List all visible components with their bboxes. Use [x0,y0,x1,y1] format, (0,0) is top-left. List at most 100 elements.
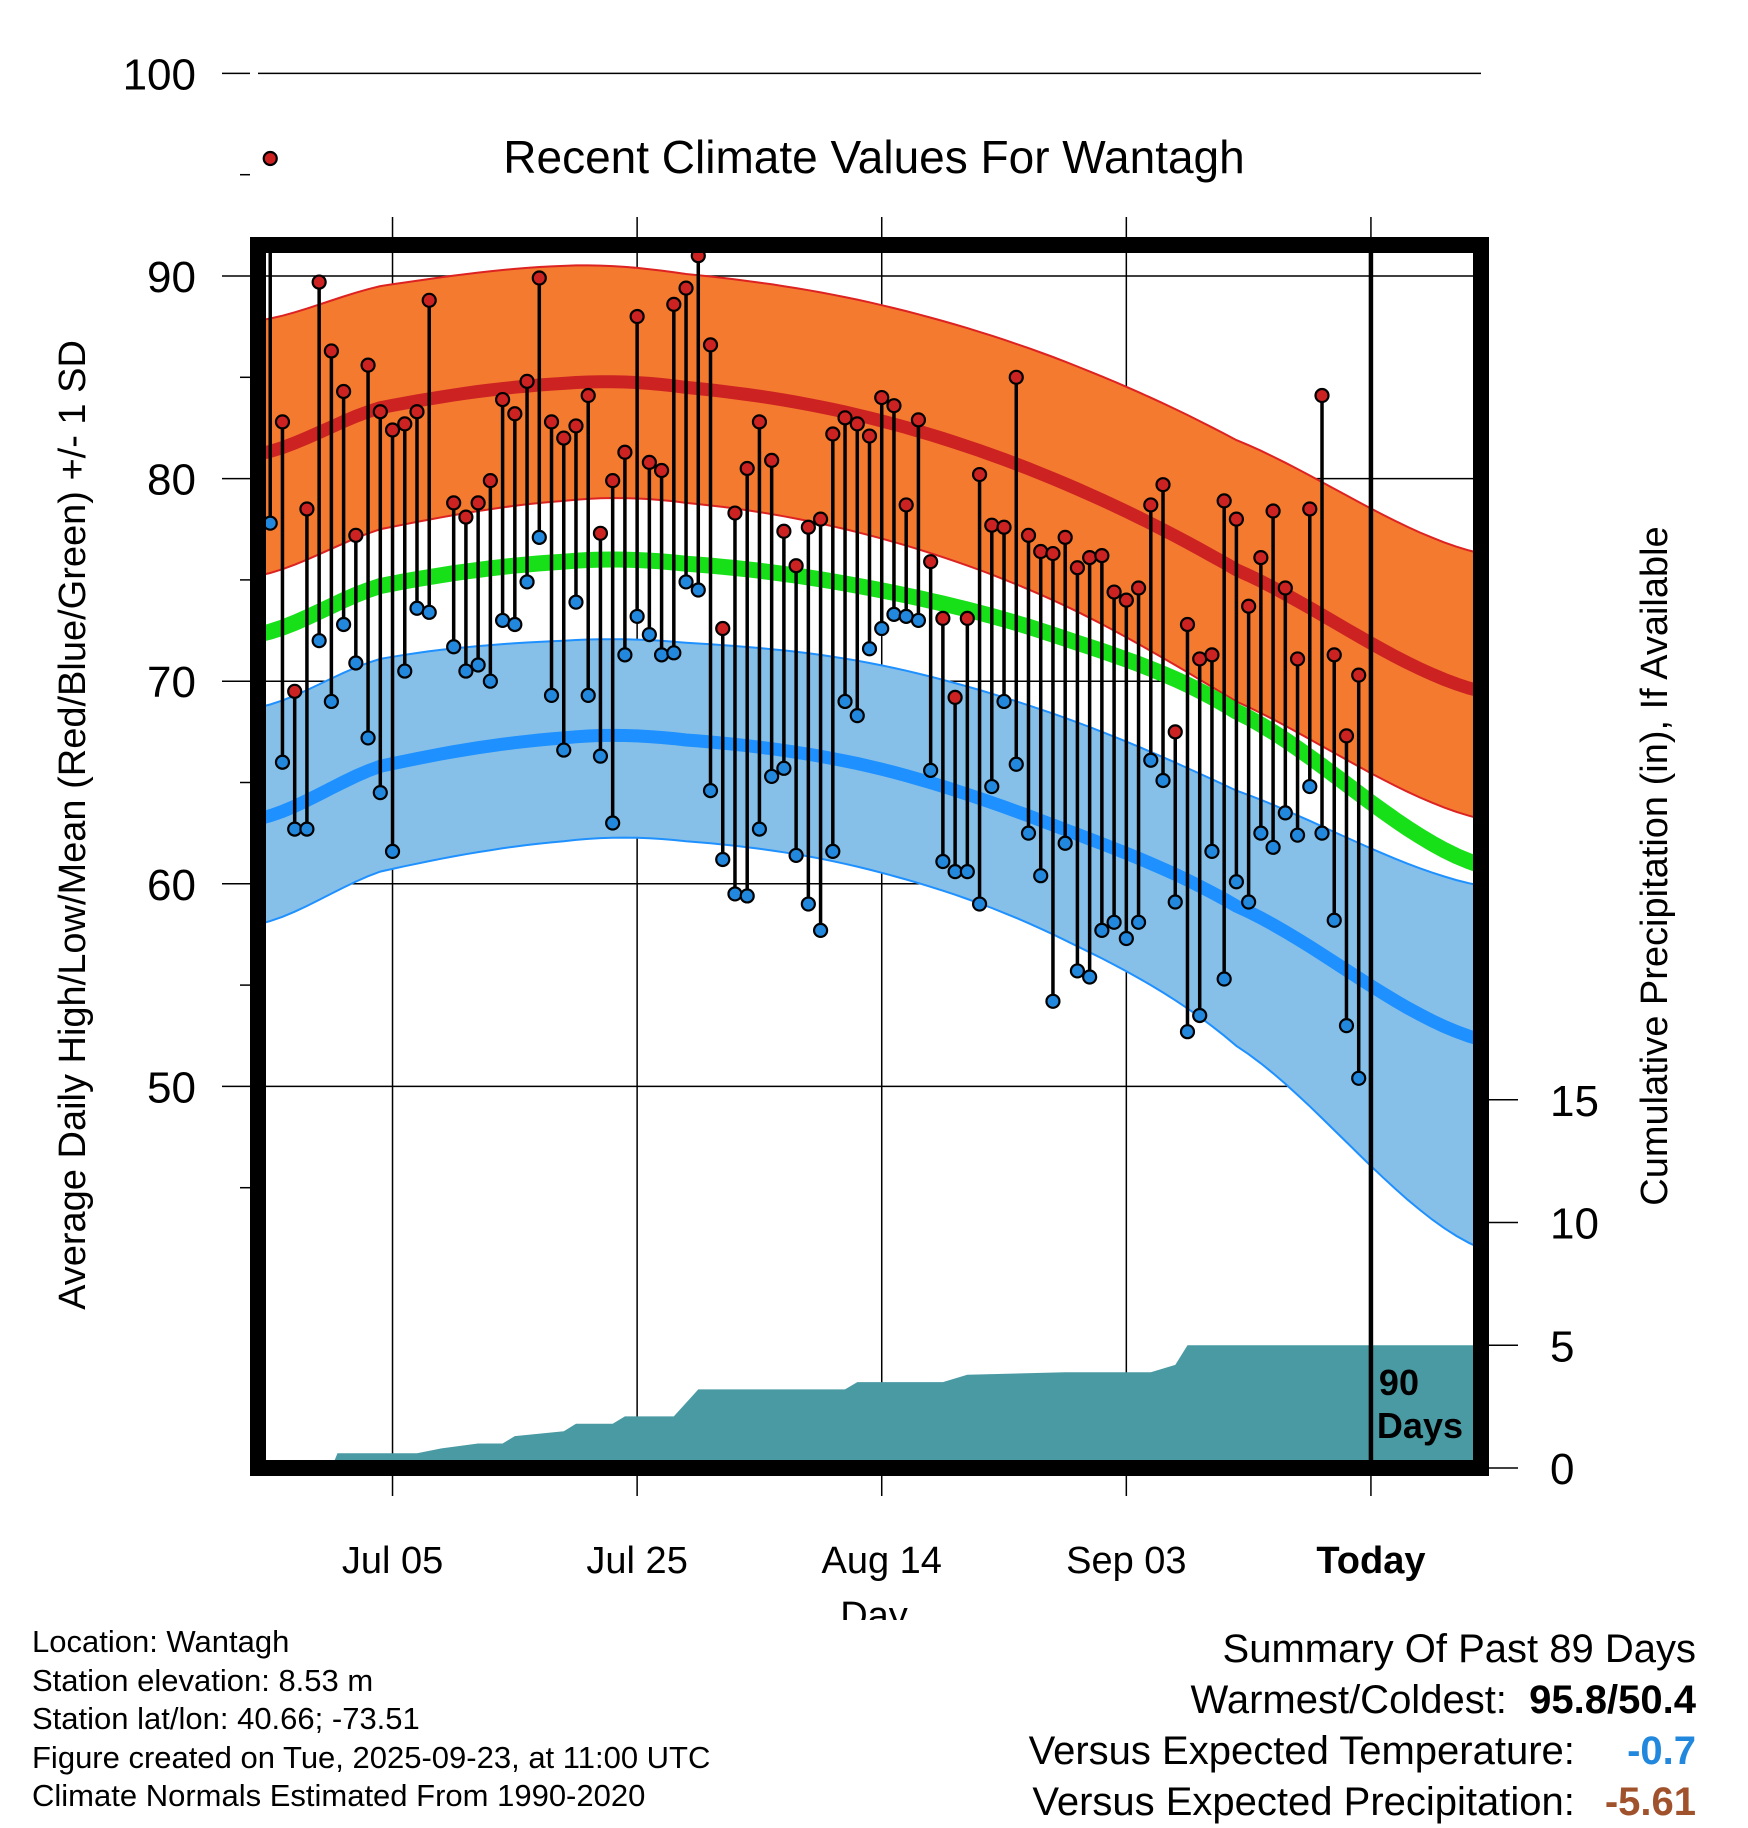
y2-tick-label-15: 15 [1550,1077,1599,1126]
high-point-62 [1020,527,1037,543]
high-point-73 [1155,477,1171,493]
high-mean-line [258,375,1481,698]
high-point-36 [702,337,719,353]
low-point-24 [556,742,572,758]
temp-versus-value: -0.7 [1627,1729,1696,1773]
low-point-19 [495,612,511,629]
high-point-8 [360,357,376,373]
low-point-88 [1338,1018,1355,1034]
high-point-61 [1008,369,1024,385]
high-point-68 [1094,547,1110,564]
low-point-26 [580,687,596,703]
high-point-81 [1253,550,1269,566]
elevation-text: Station elevation: 8.53 m [32,1662,374,1698]
low-point-58 [971,896,988,912]
high-point-33 [666,296,682,312]
low-point-47 [837,693,853,710]
high-point-41 [764,452,780,468]
high-point-66 [1069,560,1086,576]
high-point-59 [984,517,1000,533]
high-point-83 [1277,580,1293,596]
x-tick-label-91: Today [1316,1540,1425,1582]
high-point-16 [458,509,474,525]
low-point-23 [543,687,560,703]
low-point-45 [812,922,829,938]
high-point-60 [996,519,1012,535]
low-point-21 [519,574,535,590]
normals-text: Climate Normals Estimated From 1990-2020 [32,1778,646,1813]
low-point-32 [653,647,670,663]
warmest-value: 95.8 [1529,1678,1608,1722]
high-point-25 [568,418,584,434]
low-point-6 [336,616,352,633]
low-point-30 [629,608,645,624]
high-point-1 [274,414,291,430]
high-point-32 [653,462,670,479]
low-point-61 [1008,756,1024,772]
high-point-31 [641,454,657,470]
created-text: Figure created on Tue, 2025-09-23, at 11… [32,1739,711,1775]
y2-tick-label-0: 0 [1550,1445,1574,1494]
high-point-46 [825,426,841,442]
low-point-15 [446,639,462,655]
y-tick-label-80: 80 [147,456,196,505]
high-point-2 [287,683,303,699]
station-info: Location: Wantagh Station elevation: 8.5… [32,1623,710,1816]
high-point-24 [556,430,572,446]
low-point-2 [287,821,303,837]
low-point-8 [360,730,376,746]
high-point-58 [971,466,988,483]
low-point-83 [1277,805,1293,821]
high-point-54 [923,554,939,570]
low-point-37 [715,851,731,868]
high-point-6 [336,383,352,400]
low-point-31 [641,627,657,643]
low-point-34 [678,574,694,590]
high-point-57 [959,610,975,626]
low-point-44 [800,896,816,912]
high-point-27 [592,525,609,541]
high-point-42 [776,523,792,539]
high-sd-band [258,264,1481,821]
climate-chart: Recent Climate Values For Wantagh 90Days… [52,50,1676,1620]
low-point-60 [996,693,1012,710]
high-point-88 [1338,728,1355,744]
low-point-54 [923,762,939,778]
high-point-50 [874,389,890,406]
high-point-0 [262,150,278,167]
high-point-89 [1351,667,1367,683]
high-point-52 [898,497,914,513]
low-point-62 [1020,825,1037,841]
high-point-29 [617,444,633,460]
high-point-17 [470,495,486,511]
high-point-85 [1302,501,1318,517]
low-point-67 [1082,969,1098,985]
low-point-56 [947,864,963,880]
high-point-87 [1326,647,1342,663]
high-point-45 [812,511,829,527]
low-point-86 [1314,825,1330,841]
low-point-87 [1326,912,1342,928]
low-point-20 [507,616,523,633]
high-point-82 [1265,503,1281,519]
high-point-69 [1106,584,1122,600]
y-tick-label-90: 90 [147,253,196,302]
precip-versus-value: -5.61 [1604,1780,1696,1824]
low-point-40 [751,821,768,837]
low-point-81 [1253,825,1269,841]
warmest-coldest-row: Warmest/Coldest: 95.8/50.4 [1029,1675,1696,1726]
today-days-number: 90 [1379,1362,1419,1403]
high-point-49 [861,428,878,444]
high-point-74 [1167,724,1183,740]
warmest-coldest-label: Warmest/Coldest: [1190,1678,1507,1722]
low-point-51 [886,606,902,622]
low-point-80 [1241,894,1257,910]
low-point-5 [323,693,339,710]
x-tick-label-31: Jul 25 [586,1540,687,1582]
plot-frame [250,237,1489,1476]
low-point-35 [690,582,706,598]
high-point-71 [1130,580,1147,596]
high-point-72 [1143,497,1159,513]
high-point-13 [421,292,437,308]
